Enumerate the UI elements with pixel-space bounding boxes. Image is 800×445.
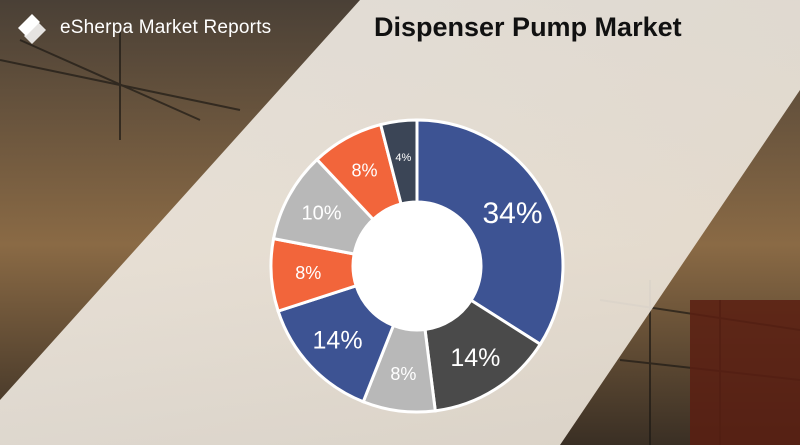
slice-label: 14% — [313, 327, 363, 355]
slice-label: 4% — [395, 152, 411, 164]
donut-hole — [353, 202, 481, 330]
esherpa-logo-icon — [18, 14, 46, 44]
brand: eSherpa Market Reports — [10, 8, 271, 48]
donut-segments — [269, 118, 565, 414]
brand-name: eSherpa Market Reports — [60, 17, 272, 38]
chart-title: Dispenser Pump Market — [374, 12, 682, 42]
slice-label: 34% — [482, 197, 542, 230]
slice-label: 8% — [390, 364, 416, 384]
donut-labels: 34% 14% 8% 14% 8% 10% 8% 4% — [295, 152, 542, 384]
slice-label: 8% — [295, 263, 321, 283]
slice-label: 10% — [301, 202, 341, 224]
slice-label: 14% — [450, 344, 500, 372]
slice-label: 8% — [351, 160, 377, 180]
